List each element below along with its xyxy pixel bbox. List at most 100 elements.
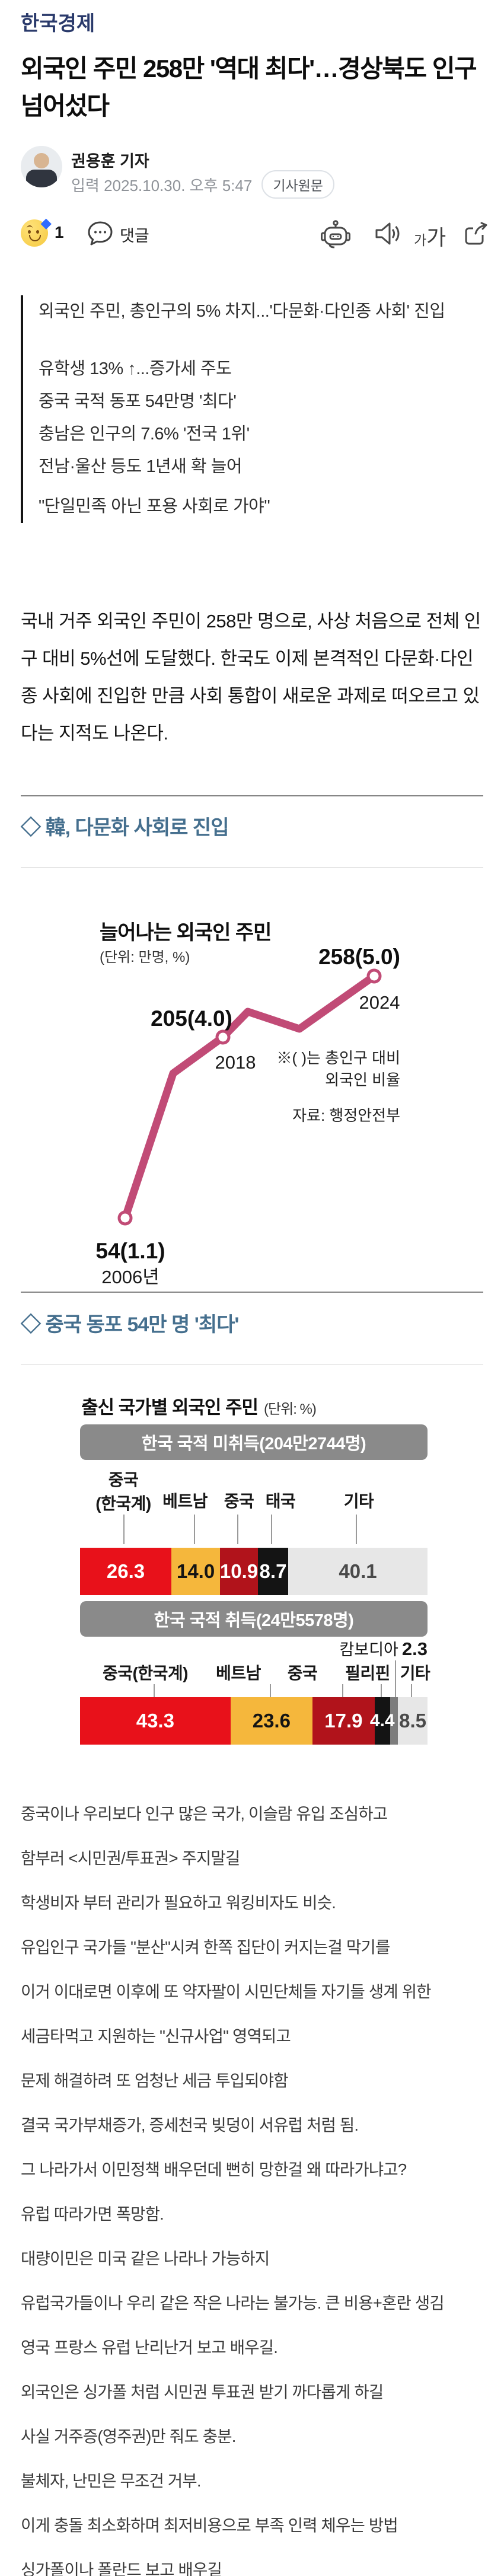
bar-label-china: 중국 (224, 1492, 254, 1510)
ai-robot-icon[interactable] (319, 218, 352, 251)
bar-segment-china: 10.9 (220, 1548, 258, 1595)
bar-label-vietnam: 베트남 (216, 1664, 261, 1682)
quote-line: 유학생 13% ↑...증가세 주도 (39, 359, 232, 378)
divider (21, 795, 483, 796)
chart-unit: (단위: 만명, %) (100, 949, 190, 965)
quote-line: 충남은 인구의 7.6% '전국 1위' (39, 425, 250, 444)
page-title: 외국인 주민 258만 '역대 최다'…경상북도 인구 넘어섰다 (21, 55, 477, 120)
label-connector-cambodia (395, 1660, 396, 1697)
summary-quote: 외국인 주민, 총인구의 5% 차지...'다문화·다인종 사회' 진입 유학생… (21, 295, 480, 523)
label-connector (342, 1684, 343, 1697)
bar-chart-foreign-residents-by-country: 출신 국가별 외국인 주민 (단위: %) 한국 국적 미취득(204만2744명… (80, 1392, 430, 1748)
label-connector (154, 1684, 155, 1697)
callout-cambodia: 캄보디아 2.3 (339, 1638, 428, 1659)
comment-line: 사실 거주증(영주권)만 줘도 충분. (21, 2427, 236, 2446)
comment-list: 중국이나 우리보다 인구 많은 국가, 이슬람 유입 조심하고 함부러 <시민권… (21, 1805, 495, 2576)
avatar[interactable] (21, 146, 62, 187)
line-series (121, 972, 378, 1222)
bar-label-etc: 기타 (400, 1664, 430, 1682)
text-size-icon[interactable]: 가가 (414, 221, 446, 251)
bar-segment-philippines: 4.4 (370, 1697, 395, 1745)
bar-segment-thailand: 8.7 (257, 1548, 288, 1595)
divider (21, 867, 483, 868)
tts-speaker-icon[interactable] (371, 218, 402, 249)
bar-label-vietnam: 베트남 (162, 1492, 208, 1510)
quote-line: "단일민족 아닌 포용 사회로 가야" (39, 497, 270, 516)
hankyung-logo[interactable]: 한국경제 (21, 12, 95, 35)
comment-line: 불체자, 난민은 무조건 거부. (21, 2472, 202, 2490)
bar-label-thailand: 태국 (265, 1492, 296, 1510)
chart-note-line1: ※( )는 총인구 대비 (276, 1049, 400, 1067)
emoji-eye (28, 230, 31, 234)
bar-label-china-korean: 중국(한국계) (103, 1664, 188, 1682)
comment-line: 유럽 따라가면 폭망함. (21, 2205, 164, 2223)
share-icon[interactable] (460, 218, 491, 249)
bar-chart-unit: (단위: %) (264, 1401, 317, 1417)
label-connector (356, 1515, 357, 1544)
article-meta: 입력 2025.10.30. 오후 5:47 기사원문 (71, 170, 334, 199)
text-size-small: 가 (414, 232, 427, 248)
label-connector (123, 1515, 125, 1544)
comment-line: 외국인은 싱가폴 처럼 시민권 투표권 받기 까다롭게 하길 (21, 2383, 384, 2401)
bar-label-etc: 기타 (343, 1492, 374, 1510)
emoji-brow (27, 225, 33, 230)
reaction-emoji[interactable]: ◆ (21, 215, 52, 247)
stacked-bar-no-citizenship: 26.3 14.0 10.9 8.7 40.1 (80, 1548, 428, 1595)
comment-line: 유럽국가들이나 우리 같은 작은 나라는 불가능. 큰 비용+혼란 생김 (21, 2294, 445, 2312)
reaction-count: 1 (55, 223, 64, 241)
data-point-2006 (117, 1210, 133, 1226)
bar-segment-china: 17.9 (312, 1697, 375, 1745)
data-point-2024 (366, 968, 382, 984)
data-point-2018 (215, 1029, 231, 1045)
point-label-2006: 54(1.1) (95, 1239, 165, 1263)
label-connector (270, 1684, 271, 1697)
quote-line: 중국 국적 동포 54만명 '최다' (39, 392, 237, 411)
group-header-acquired-citizenship: 한국 국적 취득(24만5578명) (80, 1601, 428, 1637)
chart-note-line2: 외국인 비율 (325, 1071, 400, 1089)
comment-bubble-icon[interactable] (85, 218, 116, 249)
bar-segment-cambodia (390, 1697, 398, 1745)
point-label-2018: 205(4.0) (151, 1006, 232, 1031)
chart-title: 늘어나는 외국인 주민 (100, 922, 271, 944)
bar-chart-title-text: 출신 국가별 외국인 주민 (81, 1397, 259, 1418)
comment-line: 대량이민은 미국 같은 나라나 가능하지 (21, 2249, 270, 2268)
x-label-2006: 2006년 (101, 1267, 159, 1287)
comment-line: 그 나라가서 이민정책 배우던데 뻔히 망한걸 왜 따라가냐고? (21, 2160, 407, 2179)
label-connector (271, 1515, 272, 1544)
comment-line: 유입인구 국가들 "분산"시켜 한쪽 집단이 커지는걸 막기를 (21, 1938, 390, 1956)
bar-segment-etc: 8.5 (398, 1697, 428, 1745)
point-label-2024: 258(5.0) (318, 945, 400, 969)
bar-segment-vietnam: 14.0 (171, 1548, 221, 1595)
bar-chart-title: 출신 국가별 외국인 주민 (단위: %) (81, 1392, 317, 1419)
comment-line: 세금타먹고 지원하는 "신규사업" 영역되고 (21, 2027, 291, 2045)
avatar-head (34, 153, 49, 168)
reporter-name[interactable]: 권용훈 기자 (71, 152, 149, 170)
bar-segment-etc: 40.1 (288, 1548, 428, 1595)
bar-label-philippines: 필리핀 (345, 1664, 390, 1682)
bar-segment-vietnam: 23.6 (230, 1697, 312, 1745)
bar-segment-china-korean: 26.3 (80, 1548, 172, 1595)
comment-line: 함부러 <시민권/투표권> 주지말길 (21, 1849, 240, 1867)
chart-source: 자료: 행정안전부 (292, 1107, 400, 1124)
divider (21, 1292, 483, 1293)
x-label-2018: 2018 (215, 1052, 256, 1073)
bar-label-china-korean: 중국(한국계) (95, 1471, 151, 1513)
comment-line: 결국 국가부채증가, 증세천국 빚덩이 서유럽 처럼 됨. (21, 2116, 359, 2134)
comment-line: 문제 해결하려 또 엄청난 세금 투입되야함 (21, 2071, 289, 2090)
quote-line: 외국인 주민, 총인구의 5% 차지...'다문화·다인종 사회' 진입 (39, 302, 445, 321)
comment-label[interactable]: 댓글 (120, 227, 149, 245)
original-article-button[interactable]: 기사원문 (261, 170, 334, 199)
emoji-eye (36, 230, 39, 234)
avatar-body (26, 170, 57, 187)
label-connector (381, 1684, 382, 1697)
comment-line: 싱가폴이나 폴란드 보고 배우길 (21, 2561, 222, 2576)
label-connector (237, 1515, 238, 1544)
comment-line: 영국 프랑스 유럽 난리난거 보고 배우길. (21, 2338, 278, 2357)
stacked-bar-acquired-citizenship: 43.3 23.6 17.9 4.4 8.5 (80, 1697, 428, 1745)
label-connector (194, 1515, 195, 1544)
section-heading-chinese-compatriots: ◇ 중국 동포 54만 명 '최다' (21, 1313, 239, 1336)
emoji-smile (29, 235, 41, 241)
label-connector (411, 1684, 412, 1697)
article-body-paragraph: 국내 거주 외국인 주민이 258만 명으로, 사상 처음으로 전체 인구 대비… (21, 611, 481, 744)
